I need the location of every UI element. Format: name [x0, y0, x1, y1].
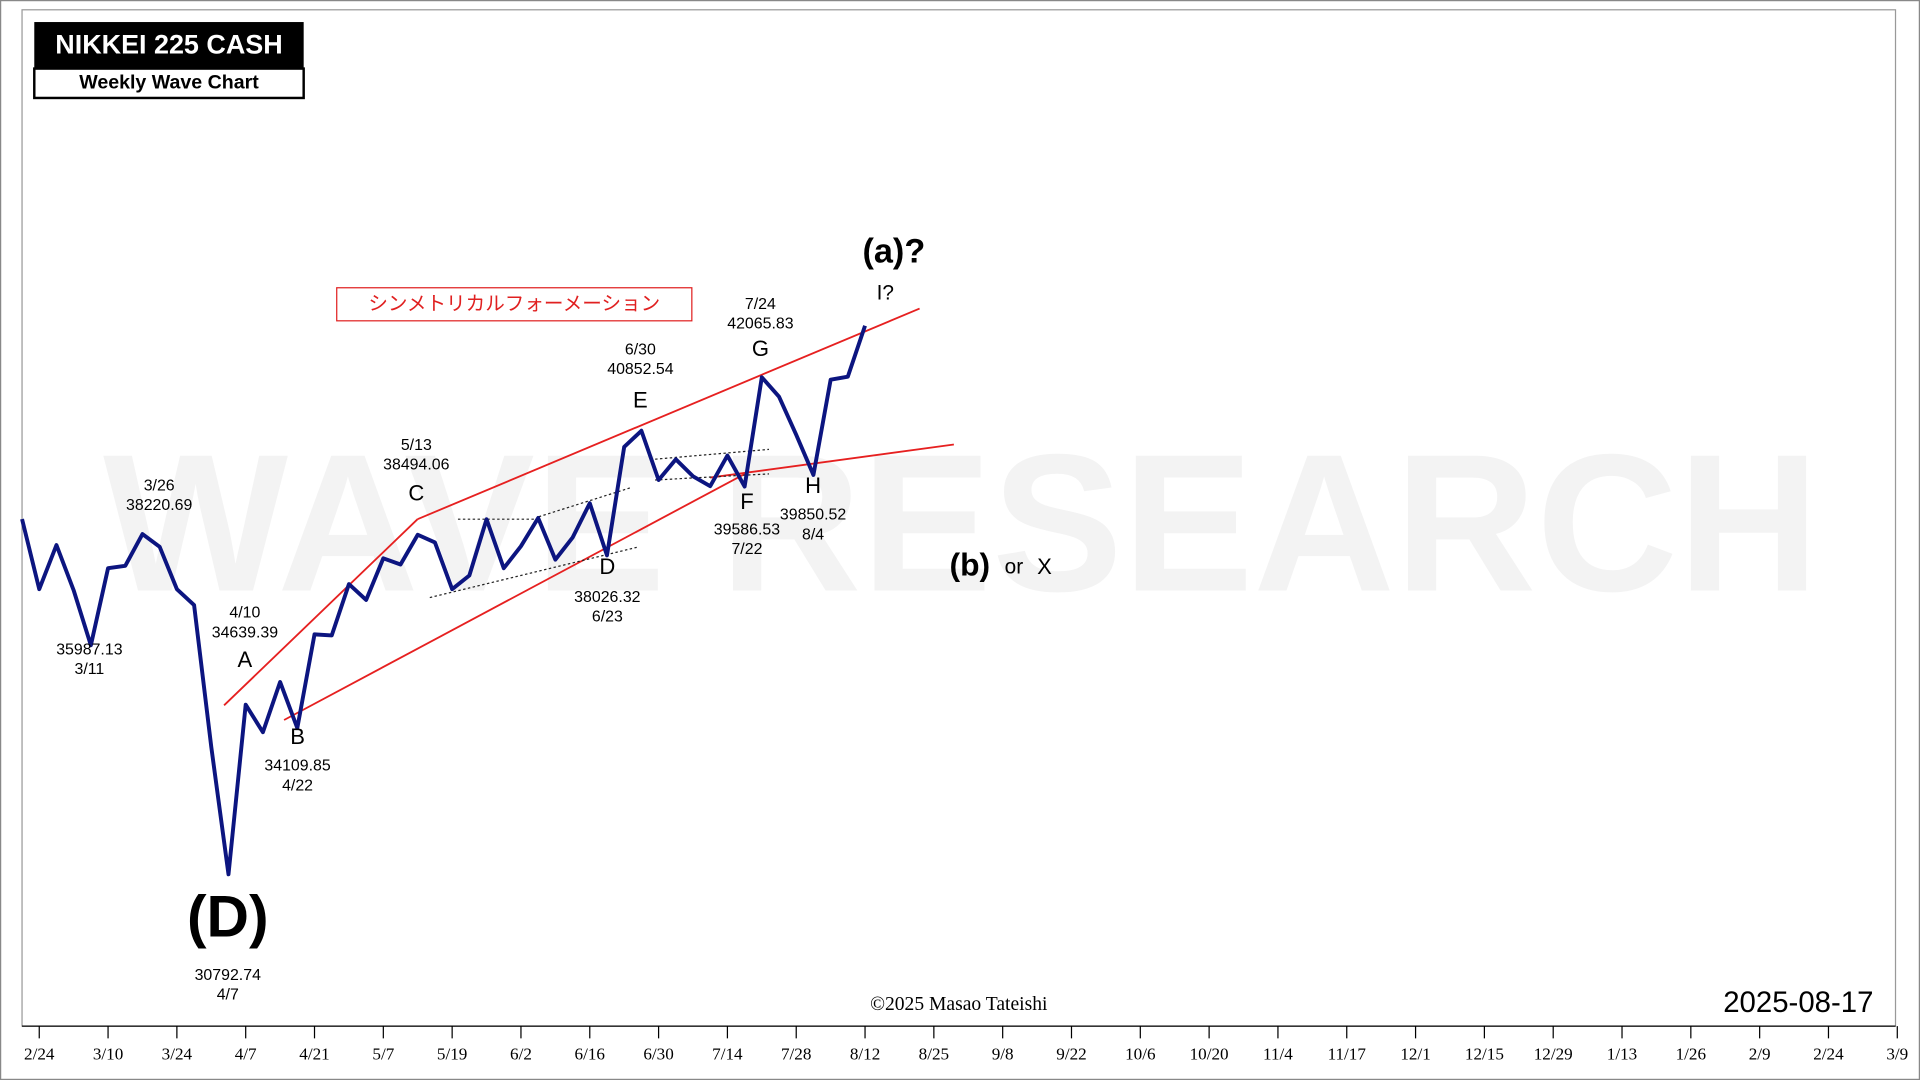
annotation: 38494.06 [383, 457, 449, 474]
annotation: 4/10 [229, 605, 260, 622]
x-tick-label: 5/19 [437, 1044, 467, 1063]
annotation: I? [877, 281, 894, 304]
x-tick-label: 10/6 [1125, 1044, 1156, 1063]
date: 2025-08-17 [1723, 986, 1873, 1019]
x-tick-label: 11/17 [1328, 1044, 1367, 1063]
annotation: G [752, 336, 769, 361]
copyright: ©2025 Masao Tateishi [870, 994, 1048, 1015]
annotation: 6/23 [592, 608, 623, 625]
annotation: H [805, 473, 821, 498]
annotation: 39586.53 [714, 521, 780, 538]
annotation: 34639.39 [212, 624, 278, 641]
annotation: 38026.32 [574, 589, 640, 606]
x-tick-label: 9/8 [992, 1044, 1014, 1063]
dotted-line [655, 473, 770, 481]
annotation: C [408, 481, 424, 506]
x-tick-label: 4/7 [235, 1044, 257, 1063]
dotted-line [429, 546, 637, 599]
annotation: B [290, 724, 305, 749]
x-tick-label: 1/13 [1607, 1044, 1637, 1063]
annotation: F [740, 489, 753, 514]
annotation: 39850.52 [780, 507, 846, 524]
x-tick-label: 12/15 [1465, 1044, 1504, 1063]
watermark: WAVE RESEARCH [103, 414, 1819, 633]
x-tick-label: 6/30 [643, 1044, 673, 1063]
annotation: 5/13 [401, 437, 432, 454]
annotation: (a)? [862, 233, 925, 271]
annotation: 4/22 [282, 777, 313, 794]
x-tick-label: 6/16 [575, 1044, 606, 1063]
title-box [34, 22, 304, 69]
dotted-line [538, 486, 633, 518]
x-tick-label: 5/7 [372, 1044, 394, 1063]
annotation: 4/7 [217, 987, 239, 1004]
trendline [283, 470, 750, 721]
annotation: 38220.69 [126, 497, 192, 514]
annotation: 35987.13 [56, 641, 122, 658]
x-tick-label: 12/29 [1534, 1044, 1573, 1063]
annotation: A [238, 647, 253, 672]
annotation: D [599, 554, 615, 579]
x-tick-label: 2/24 [24, 1044, 55, 1063]
annotation: 6/30 [625, 341, 656, 358]
x-tick-label: 7/14 [712, 1044, 743, 1063]
annotation: 34109.85 [264, 758, 330, 775]
x-tick-label: 6/2 [510, 1044, 532, 1063]
price-line [20, 325, 867, 877]
annotation: 7/24 [745, 296, 776, 313]
plot-frame [21, 9, 1897, 1027]
formation-label: シンメトリカルフォーメーション [368, 293, 660, 315]
x-tick-label: 3/10 [93, 1044, 123, 1063]
trendline [417, 307, 920, 521]
annotation: 8/4 [802, 526, 824, 543]
trendline [223, 518, 419, 706]
x-tick-label: 1/26 [1676, 1044, 1707, 1063]
annotation: 7/22 [731, 541, 762, 558]
x-tick-label: 3/24 [162, 1044, 193, 1063]
annotation: 42065.83 [727, 316, 793, 333]
annotation: 40852.54 [607, 361, 673, 378]
annotation: X [1037, 554, 1052, 579]
x-tick-label: 4/21 [299, 1044, 329, 1063]
x-tick-label: 9/22 [1056, 1044, 1086, 1063]
x-tick-label: 3/9 [1886, 1044, 1908, 1063]
subtitle-box [33, 67, 305, 100]
annotation: E [633, 387, 648, 412]
annotation: 3/11 [74, 661, 104, 678]
annotation: (D) [187, 884, 269, 949]
chart-title: NIKKEI 225 CASH [55, 30, 282, 60]
x-tick-label: 12/1 [1400, 1044, 1430, 1063]
x-tick-label: 10/20 [1190, 1044, 1229, 1063]
annotation: (b) [949, 546, 990, 582]
annotation: or [1005, 556, 1024, 579]
x-tick-label: 7/28 [781, 1044, 811, 1063]
x-tick-label: 2/9 [1749, 1044, 1771, 1063]
trendlines [223, 307, 955, 721]
x-tick-label: 11/4 [1263, 1044, 1293, 1063]
x-tick-label: 8/12 [850, 1044, 880, 1063]
x-tick-label: 8/25 [919, 1044, 949, 1063]
formation-box [336, 287, 693, 322]
annotation: 3/26 [144, 477, 175, 494]
x-tick-label: 2/24 [1813, 1044, 1844, 1063]
annotation: 30792.74 [195, 967, 261, 984]
chart-subtitle: Weekly Wave Chart [79, 71, 259, 93]
trendline [710, 443, 955, 479]
